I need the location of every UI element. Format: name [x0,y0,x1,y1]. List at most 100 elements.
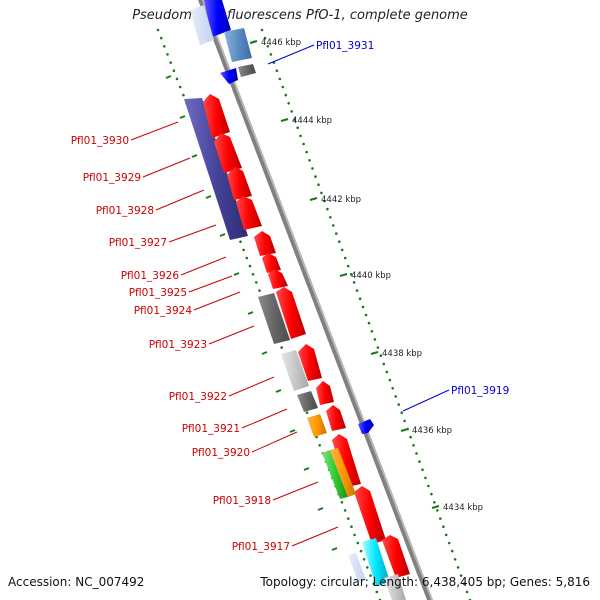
guide-dot [314,175,317,178]
gene-label-pfl01-3928[interactable]: Pfl01_3928 [96,189,205,217]
guide-dot [338,240,341,243]
guide-dot [355,289,359,292]
guide-dot [323,199,326,203]
guide-dot [166,53,169,56]
guide-dot [379,354,383,358]
forward-gene-3924 [268,269,288,289]
guide-dot [340,248,344,252]
forward-gene-3929 [214,133,242,173]
gene-label-text: Pfl01_3918 [213,495,271,507]
guide-dot [305,411,309,415]
guide-dot [275,69,279,72]
guide-dot [359,549,363,553]
guide-dot [361,305,365,309]
gene-label-pfl01-3929[interactable]: Pfl01_3929 [83,157,191,184]
guide-dot [430,492,433,496]
gene-label-pfl01-3920[interactable]: Pfl01_3920 [192,431,298,459]
guide-dot [364,313,368,317]
gene-labels[interactable]: Pfl01_3931 Pfl01_3930 Pfl01_3929 Pfl01_3928… [71,40,510,553]
cyan-gene-block [362,538,390,586]
gene-label-pfl01-3931[interactable]: Pfl01_3931 [267,40,374,65]
guide-dot [239,240,242,243]
gene-label-text: Pfl01_3928 [96,205,154,217]
leader-line [130,121,179,141]
ruler-tick-label: 4434 kbp [443,503,483,513]
gene-label-text: Pfl01_3926 [121,270,180,282]
guide-dot [358,297,362,301]
gene-label-pfl01-3923[interactable]: Pfl01_3923 [149,325,255,351]
guide-dot [436,509,439,512]
ruler-tick-label: 4446 kbp [261,38,301,48]
guide-dot [317,183,320,186]
ruler-tick [309,196,318,202]
pale-blue-block [190,5,214,45]
gene-label-pfl01-3917[interactable]: Pfl01_3917 [232,526,339,553]
gene-label-pfl01-3926[interactable]: Pfl01_3926 [121,256,227,282]
gene-label-pfl01-3921[interactable]: Pfl01_3921 [182,408,288,435]
purple-gene-block [184,98,248,240]
guide-dash [191,154,198,158]
gene-label-pfl01-3930[interactable]: Pfl01_3930 [71,121,179,147]
gene-label-pfl01-3927[interactable]: Pfl01_3927 [109,224,217,249]
leader-line [168,224,217,243]
forward-gene-3920 [326,405,346,431]
guide-dot [178,85,182,89]
guide-dot [251,273,255,276]
forward-gene-3922 [298,344,322,381]
gene-label-pfl01-3919[interactable]: Pfl01_3919 [402,385,509,412]
guide-dot [391,387,395,390]
forward-gene-3917b [382,535,410,578]
guide-dot [343,509,347,512]
guide-dot [318,444,322,447]
ruler-tick [280,117,289,123]
guide-dot [340,501,344,504]
guide-dash [233,272,240,276]
guide-dot [248,264,252,268]
guide-dot [266,45,270,48]
guide-dot [397,403,401,406]
guide-dot [385,370,389,374]
green-gene-block [322,450,348,499]
guide-dot [242,248,245,252]
guide-dot [329,216,332,219]
grey-gene-block [238,64,256,77]
leader-line [142,157,191,178]
gene-label-text: Pfl01_3925 [129,287,187,299]
guide-dot [296,126,300,129]
guide-dot [350,525,353,528]
gene-label-text: Pfl01_3924 [134,305,193,317]
guide-dot [465,590,469,594]
guide-dot [169,61,172,64]
gene-label-pfl01-3922[interactable]: Pfl01_3922 [169,376,275,403]
gene-label-pfl01-3924[interactable]: Pfl01_3924 [134,291,241,317]
guide-dot [442,525,445,528]
leader-line [208,325,255,345]
guide-dash [247,311,254,315]
guide-dot [315,435,318,439]
guide-dot [375,590,379,594]
ruler-tick-label: 4436 kbp [412,426,452,436]
gene-label-text: Pfl01_3923 [149,339,207,351]
leader-line [267,44,315,65]
guide-dot [182,93,185,97]
leader-line [193,291,241,311]
gene-label-text: Pfl01_3919 [451,385,509,397]
guide-dot [332,224,335,227]
feature-blocks[interactable] [184,0,410,600]
guide-dot [400,411,404,415]
guide-dot [444,533,448,537]
guide-dot [163,45,166,48]
ruler-tick [249,39,258,45]
forward-gene-3918 [332,434,361,487]
guide-dot [369,574,372,577]
forward-gene-3928 [227,167,252,200]
gene-label-pfl01-3925[interactable]: Pfl01_3925 [129,275,233,299]
guide-dot [343,256,347,260]
guide-dot [409,435,412,439]
leader-line [188,275,233,293]
ruler-tick-label: 4444 kbp [292,116,332,126]
gene-label-pfl01-3918[interactable]: Pfl01_3918 [213,481,319,507]
guide-dot [439,517,442,520]
